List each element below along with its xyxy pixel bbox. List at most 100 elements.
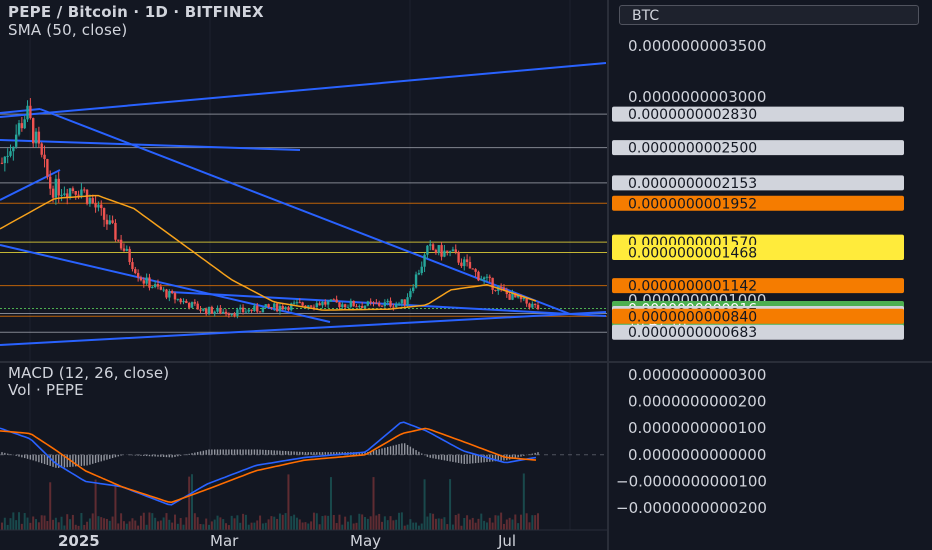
candle[interactable] [100,200,103,216]
candle[interactable] [261,307,265,313]
candle[interactable] [400,299,404,307]
candle[interactable] [193,299,197,306]
candle[interactable] [23,115,26,130]
candle[interactable] [429,240,432,251]
candle[interactable] [26,100,29,123]
candle[interactable] [94,195,97,213]
candle[interactable] [165,288,168,300]
candle[interactable] [386,298,389,306]
trend-line[interactable] [0,139,301,151]
candle[interactable] [66,188,69,205]
candle[interactable] [114,219,117,242]
candle[interactable] [295,299,299,306]
candle[interactable] [451,246,455,252]
candle[interactable] [151,285,154,289]
currency-selector[interactable]: BTC [619,5,919,25]
price-label[interactable]: 0.0000000000840 [612,308,904,326]
candle[interactable] [369,298,372,306]
candle[interactable] [358,304,361,310]
candle[interactable] [29,98,32,120]
candle[interactable] [471,268,474,270]
price-label[interactable]: 0.0000000000683 [612,324,904,342]
candle[interactable] [278,303,282,315]
sma-legend[interactable]: SMA (50, close) [8,21,128,39]
candle[interactable] [355,304,358,308]
trend-line[interactable] [0,62,607,118]
macd-axis[interactable]: 0.0000000000300 0.0000000000200 0.00000000… [616,366,767,517]
candle[interactable] [204,307,208,316]
candle[interactable] [210,305,214,315]
candle[interactable] [480,275,483,281]
candle[interactable] [128,246,131,265]
candle[interactable] [511,289,514,301]
candle[interactable] [482,276,486,284]
candle[interactable] [179,297,182,305]
candle[interactable] [156,279,160,290]
candle[interactable] [270,306,273,310]
candle[interactable] [224,309,228,317]
candle[interactable] [153,280,157,289]
candle[interactable] [111,215,114,225]
symbol-title[interactable]: PEPE / Bitcoin · 1D · BITFINEX [8,3,264,21]
candle[interactable] [159,283,163,291]
candle[interactable] [397,301,401,307]
candle[interactable] [185,299,188,304]
candle[interactable] [241,304,245,315]
candle[interactable] [423,253,426,273]
candle[interactable] [536,301,540,311]
candle[interactable] [437,245,440,256]
candle[interactable] [187,301,191,310]
candle[interactable] [31,117,35,148]
price-label[interactable]: 0.0000000002500 [612,140,904,157]
candle[interactable] [230,313,233,317]
candle[interactable] [443,244,446,258]
candle[interactable] [253,303,256,312]
candle[interactable] [219,305,222,315]
candle[interactable] [341,302,344,310]
candle[interactable] [463,256,466,271]
candle[interactable] [488,274,491,283]
candle[interactable] [440,242,443,261]
trend-line[interactable] [0,311,607,346]
candle[interactable] [346,304,350,308]
candle[interactable] [292,300,296,305]
candle[interactable] [49,170,52,195]
candle[interactable] [34,128,38,148]
candle[interactable] [267,303,270,309]
candle[interactable] [250,309,253,313]
candle[interactable] [131,257,134,272]
candle[interactable] [377,300,381,308]
candle[interactable] [326,299,330,308]
candle[interactable] [258,311,262,313]
candle[interactable] [247,308,250,314]
candle[interactable] [105,214,109,230]
candle[interactable] [85,189,89,206]
candle[interactable] [525,297,528,307]
candle[interactable] [77,190,80,200]
trend-line[interactable] [0,108,41,114]
candle[interactable] [273,302,276,312]
candle[interactable] [375,299,378,304]
candle[interactable] [403,299,406,308]
candle[interactable] [202,308,205,312]
candle[interactable] [457,250,460,265]
candle[interactable] [176,298,180,302]
price-label[interactable]: 0.0000000001952 [612,195,904,213]
candle[interactable] [409,288,412,300]
candle[interactable] [349,298,353,309]
candle[interactable] [12,146,15,161]
candle[interactable] [162,287,165,293]
candle[interactable] [119,234,123,251]
candle[interactable] [63,186,66,197]
candle[interactable] [60,189,63,202]
candle[interactable] [14,124,18,149]
candle[interactable] [533,303,537,308]
candle[interactable] [244,308,248,313]
price-label[interactable]: 0.0000000001142 [612,278,904,295]
candle[interactable] [380,305,384,307]
candle[interactable] [216,305,219,313]
candle[interactable] [332,298,336,301]
volume-legend[interactable]: Vol · PEPE [8,381,84,399]
candle[interactable] [454,244,457,255]
candle[interactable] [236,307,239,319]
